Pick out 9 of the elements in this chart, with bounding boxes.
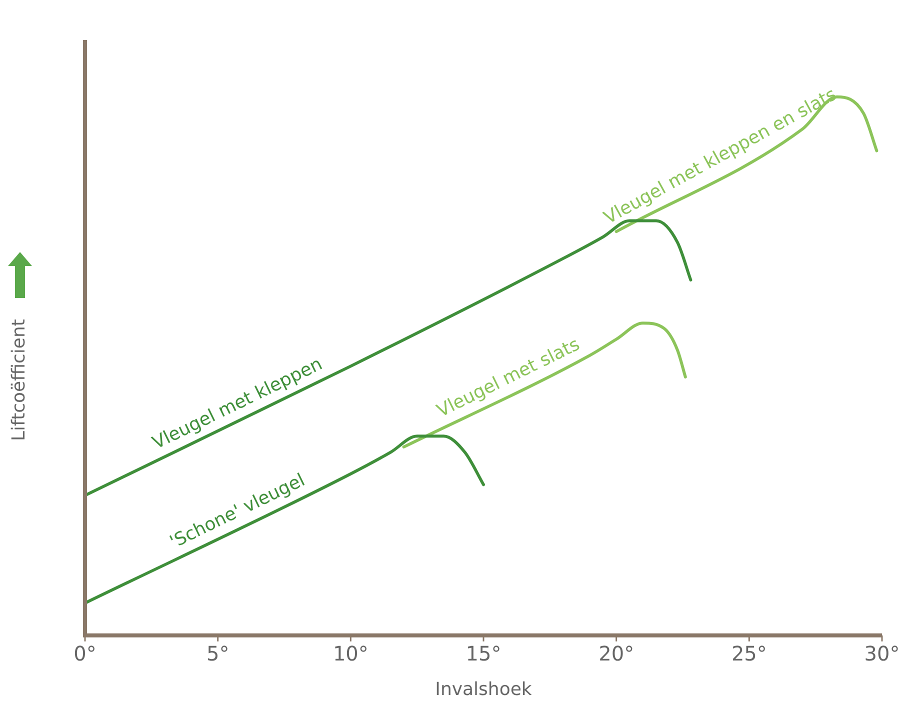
x-tick-label: 15° (466, 642, 502, 666)
x-tick-label: 30° (864, 642, 900, 666)
y-axis-title: Liftcoëfficient (8, 319, 30, 441)
x-tick-label: 5° (206, 642, 230, 666)
x-tick-label: 25° (731, 642, 767, 666)
x-tick-label: 0° (74, 642, 96, 666)
x-axis-title: Invalshoek (435, 678, 532, 700)
x-tick-label: 10° (332, 642, 368, 666)
x-tick-label: 20° (598, 642, 634, 666)
